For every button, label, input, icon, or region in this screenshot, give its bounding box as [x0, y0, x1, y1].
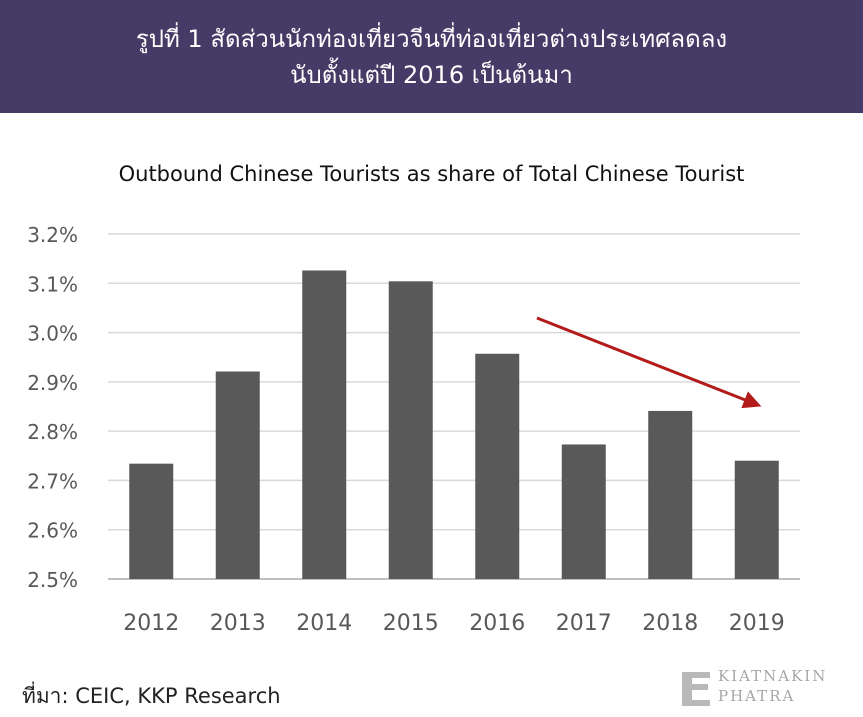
x-tick-label-2015: 2015	[383, 611, 439, 636]
y-tick-label: 2.9%	[27, 371, 78, 395]
x-tick-label-2013: 2013	[210, 611, 266, 636]
y-tick-label: 3.2%	[27, 223, 78, 247]
x-tick-label-2018: 2018	[642, 611, 698, 636]
bar-2017	[561, 444, 606, 579]
x-tick-label-2012: 2012	[123, 611, 179, 636]
y-tick-label: 2.7%	[27, 469, 78, 493]
y-tick-label: 2.8%	[27, 420, 78, 444]
source-note: ที่มา: CEIC, KKP Research	[22, 684, 281, 708]
chart-title: Outbound Chinese Tourists as share of To…	[118, 162, 745, 186]
trend-arrow	[536, 316, 762, 409]
bar-2016	[475, 353, 520, 579]
kiatnakin-phatra-logo: KIATNAKIN PHATRA	[678, 664, 858, 712]
x-tick-label-2016: 2016	[469, 611, 525, 636]
header-banner: รูปที่ 1 สัดส่วนนักท่องเที่ยวจีนที่ท่องเ…	[0, 0, 863, 113]
bar-2013	[215, 371, 260, 579]
header-title-line-1: รูปที่ 1 สัดส่วนนักท่องเที่ยวจีนที่ท่องเ…	[135, 24, 728, 53]
bar-2012	[129, 463, 174, 579]
bar-2018	[648, 410, 693, 579]
y-tick-label: 3.0%	[27, 322, 78, 346]
logo-text-line-2: PHATRA	[718, 687, 796, 705]
bar-2014	[302, 270, 347, 579]
y-tick-label: 2.6%	[27, 519, 78, 543]
x-tick-label-2014: 2014	[296, 611, 352, 636]
header-title-line-2: นับตั้งแต่ปี 2016 เป็นต้นมา	[290, 60, 573, 89]
x-tick-label-2019: 2019	[729, 611, 785, 636]
logo-mark-icon	[682, 672, 710, 706]
x-tick-label-2017: 2017	[556, 611, 612, 636]
y-tick-label: 3.1%	[27, 272, 78, 296]
logo-text-line-1: KIATNAKIN	[718, 667, 828, 685]
y-tick-label: 2.5%	[27, 568, 78, 592]
bar-2019	[734, 460, 779, 579]
bar-2015	[388, 281, 433, 579]
